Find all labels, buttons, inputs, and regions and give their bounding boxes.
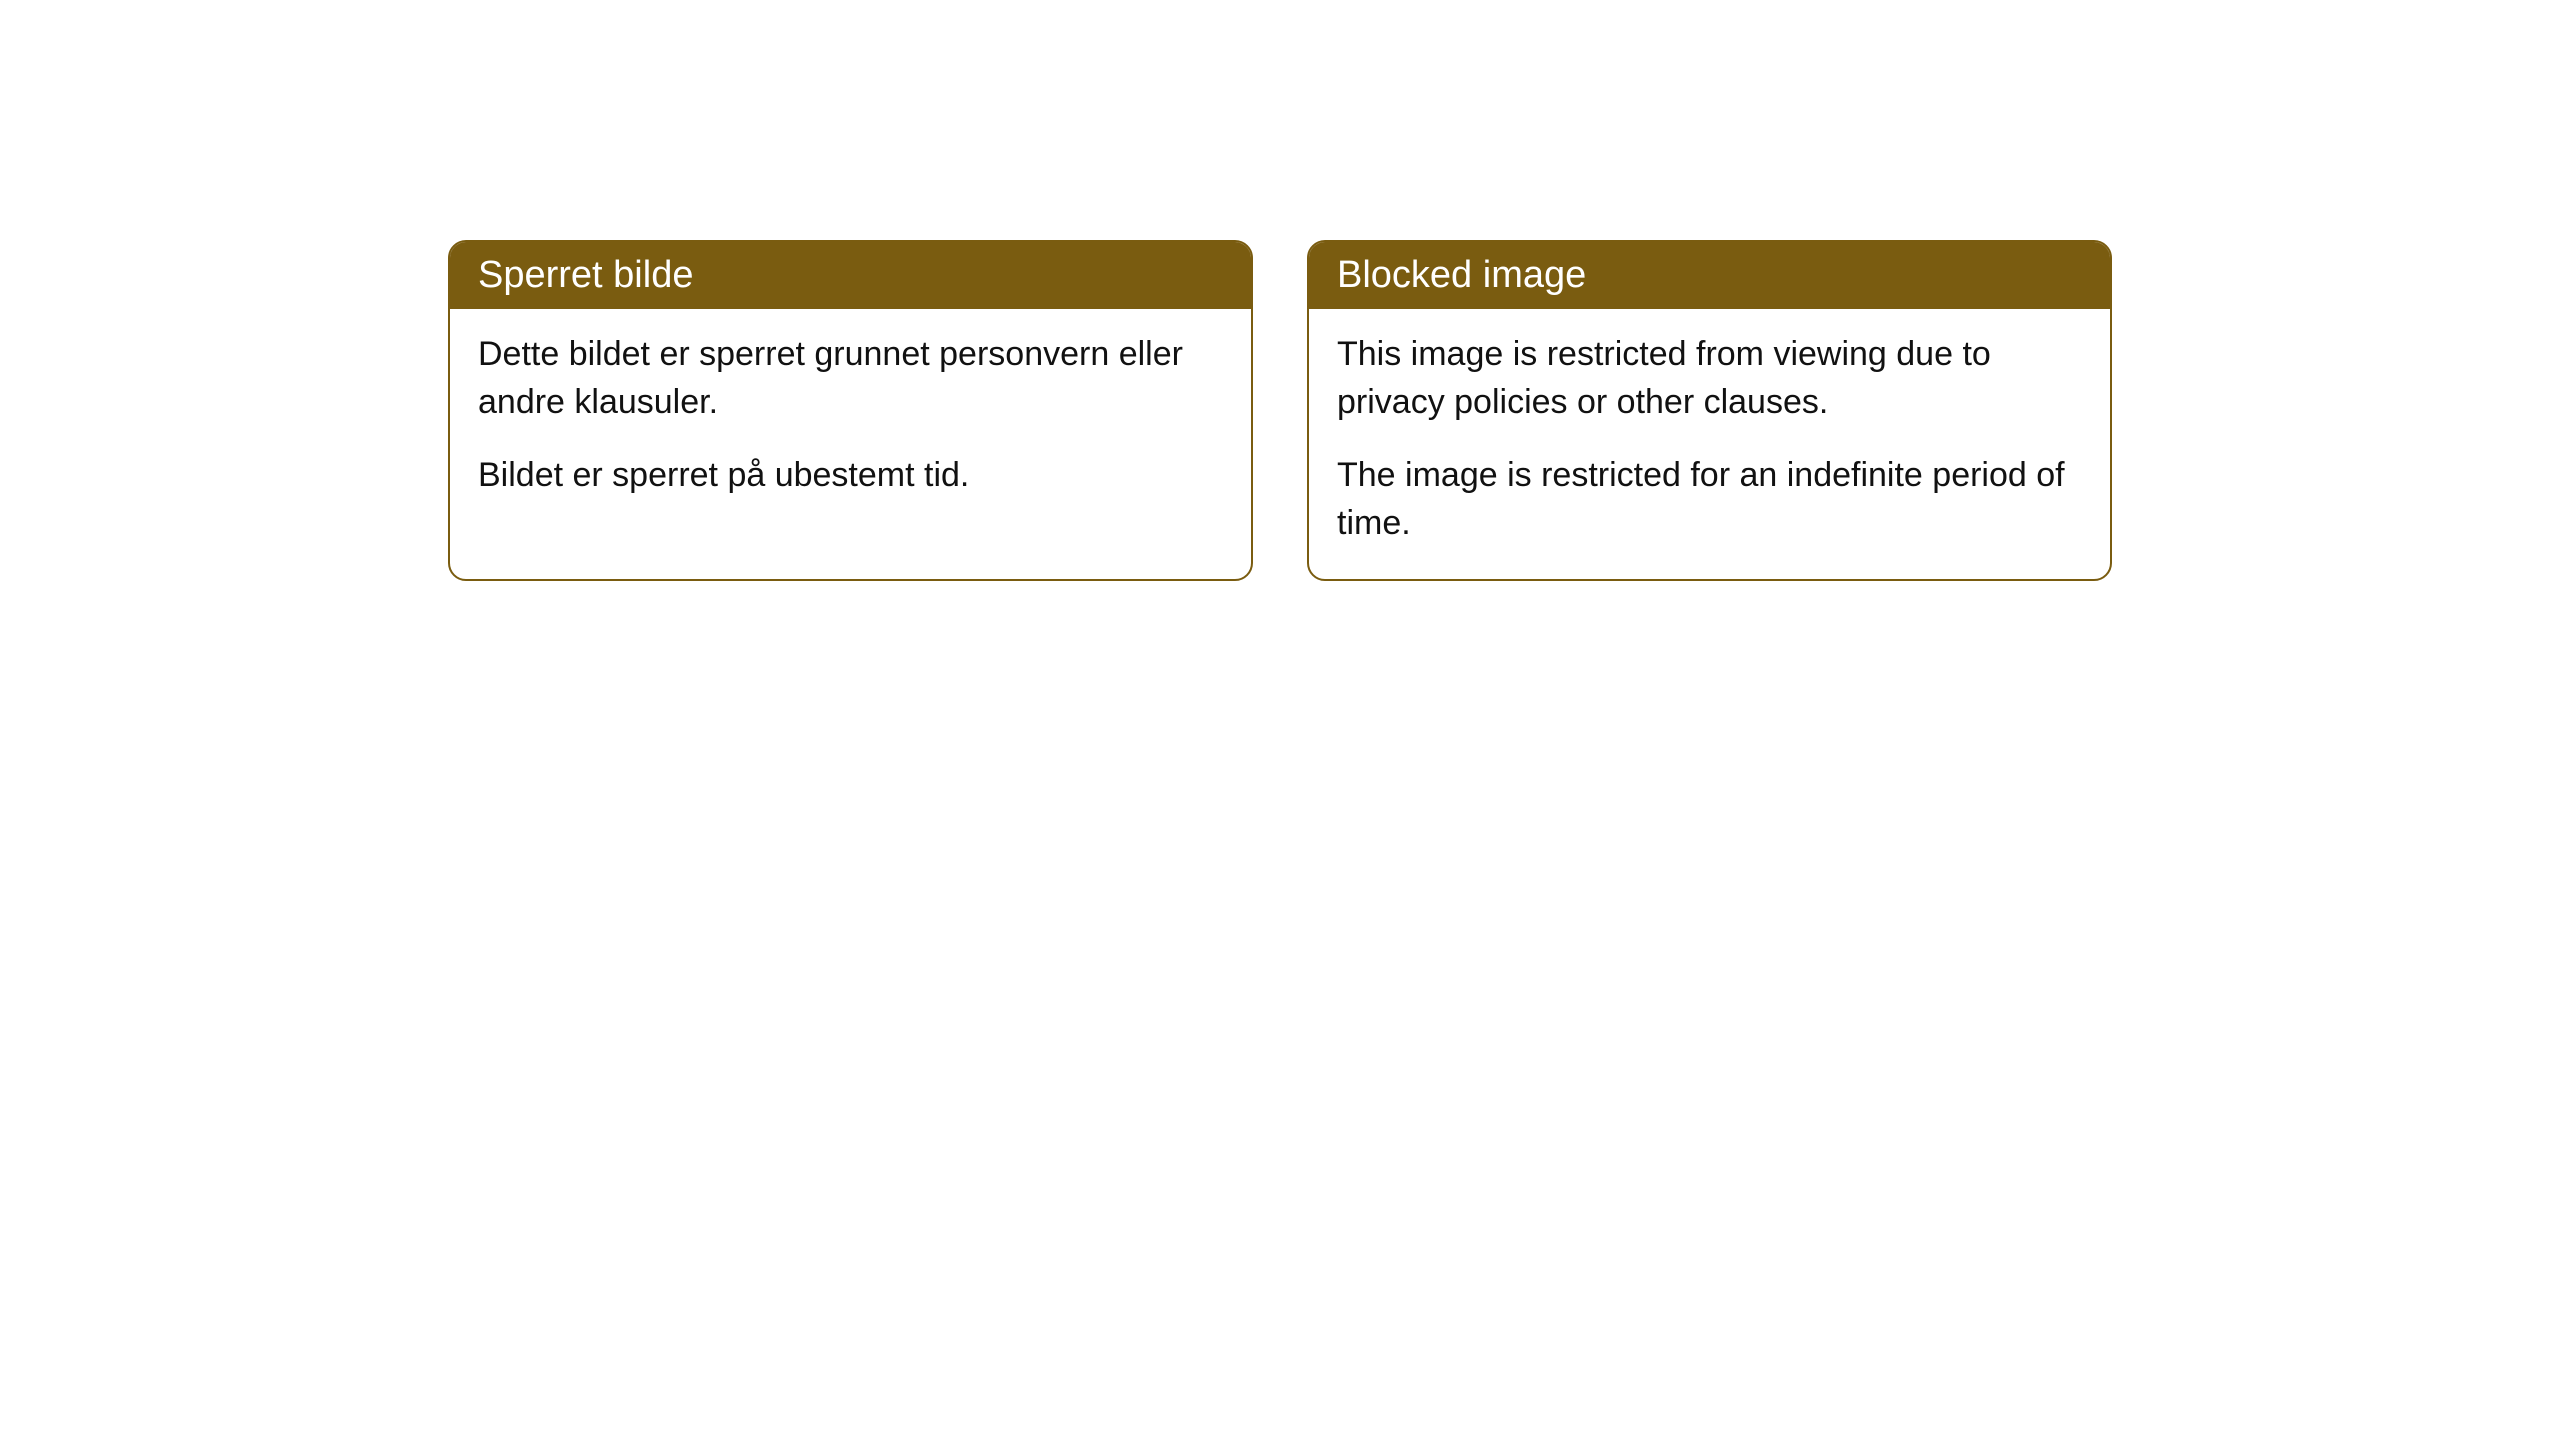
notice-header: Blocked image [1309, 242, 2110, 309]
notice-paragraph: Bildet er sperret på ubestemt tid. [478, 452, 1223, 500]
notice-card-english: Blocked image This image is restricted f… [1307, 240, 2112, 581]
notice-header: Sperret bilde [450, 242, 1251, 309]
notice-title: Sperret bilde [478, 254, 693, 296]
notice-card-norwegian: Sperret bilde Dette bildet er sperret gr… [448, 240, 1253, 581]
notice-paragraph: Dette bildet er sperret grunnet personve… [478, 331, 1223, 426]
notice-body: This image is restricted from viewing du… [1309, 309, 2110, 579]
notice-paragraph: The image is restricted for an indefinit… [1337, 452, 2082, 547]
notice-body: Dette bildet er sperret grunnet personve… [450, 309, 1251, 532]
notice-container: Sperret bilde Dette bildet er sperret gr… [448, 240, 2112, 581]
notice-paragraph: This image is restricted from viewing du… [1337, 331, 2082, 426]
notice-title: Blocked image [1337, 254, 1586, 296]
